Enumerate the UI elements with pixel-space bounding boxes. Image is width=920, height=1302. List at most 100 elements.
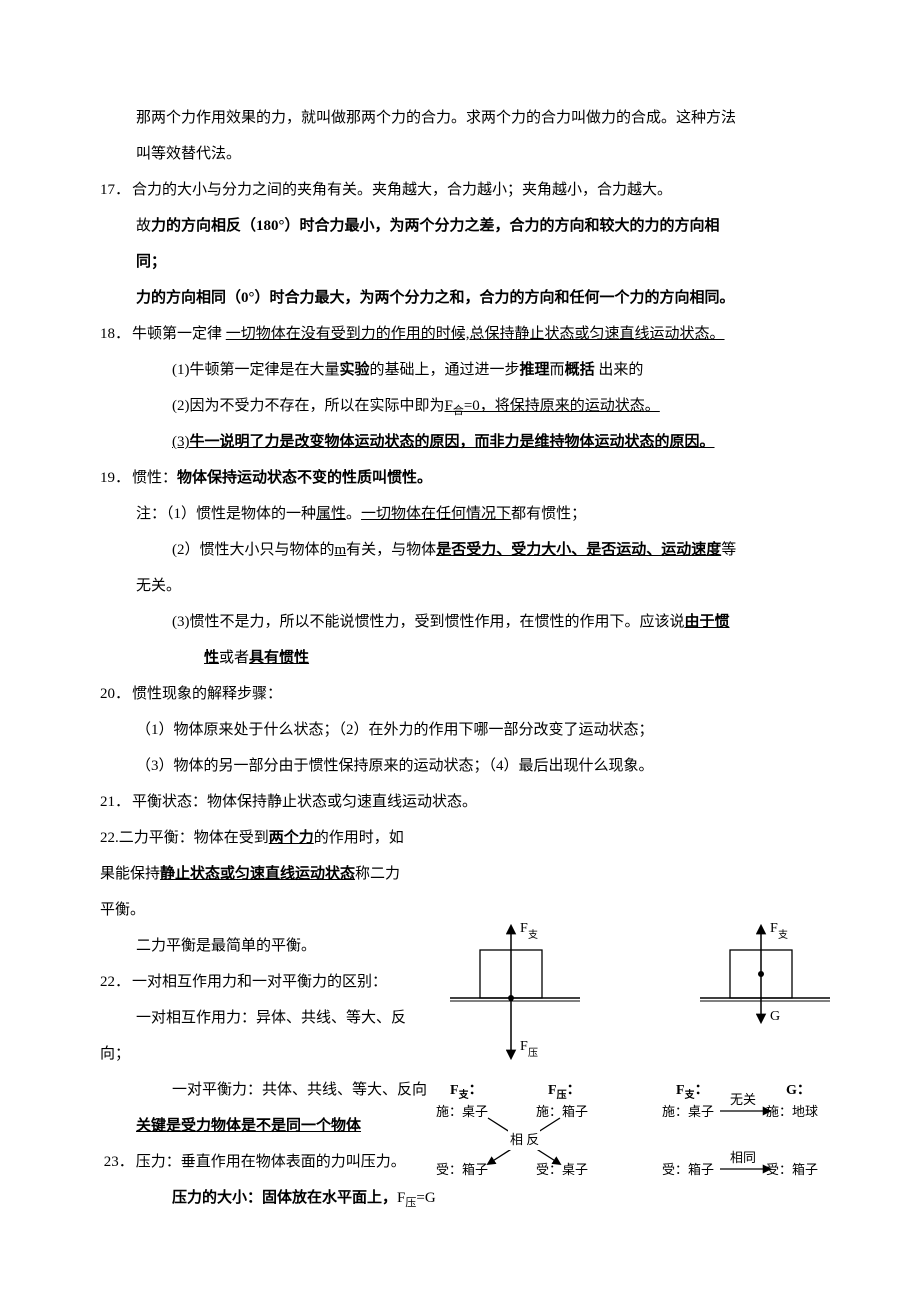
bold-underline-text: 具有惯性 xyxy=(249,650,309,666)
item-21: 21．平衡状态：物体保持静止状态或匀速直线运动状态。 xyxy=(100,784,830,820)
text: 的作用时，如 xyxy=(314,830,404,846)
text: 出来的 xyxy=(595,362,644,378)
left-relation: F支： F压： 施：桌子 施：箱子 受：箱子 受：桌子 相 反 xyxy=(436,1083,588,1177)
bold-text: 推理 xyxy=(520,362,550,378)
text: 压力：垂直作用在物体表面的力叫压力。 xyxy=(136,1154,406,1170)
svg-text:施：箱子: 施：箱子 xyxy=(536,1104,588,1119)
underline-text: 一切物体在任何情况下 xyxy=(361,506,511,522)
text: (1)牛顿第一定律是在大量 xyxy=(172,362,340,378)
text: 的基础上，通过进一步 xyxy=(370,362,520,378)
text: 22.二力平衡：物体在受到 xyxy=(100,830,269,846)
text-line: (3)惯性不是力，所以不能说惯性力，受到惯性作用，在惯性的作用下。应该说由于惯 xyxy=(100,604,830,640)
text: 合力的大小与分力之间的夹角有关。夹角越大，合力越小；夹角越小，合力越大。 xyxy=(132,182,672,198)
text-line: 那两个力作用效果的力，就叫做那两个力的合力。求两个力的合力叫做力的合成。这种方法 xyxy=(100,100,830,136)
svg-text:无关: 无关 xyxy=(730,1092,756,1107)
underline-text: F合=0，将保持原来的运动状态。 xyxy=(445,398,660,414)
svg-text:F: F xyxy=(520,1039,528,1054)
list-number: 19． xyxy=(100,460,132,496)
svg-text:G：: G： xyxy=(786,1083,811,1098)
text-line: 故力的方向相反（180°）时合力最小，为两个分力之差，合力的方向和较大的力的方向… xyxy=(100,208,830,244)
svg-text:受：箱子: 受：箱子 xyxy=(436,1162,488,1177)
svg-text:施：桌子: 施：桌子 xyxy=(436,1104,488,1119)
list-number: 17． xyxy=(100,172,132,208)
item-19: 19．惯性：物体保持运动状态不变的性质叫惯性。 xyxy=(100,460,830,496)
svg-text:F支：: F支： xyxy=(676,1083,709,1101)
list-number: 21． xyxy=(100,784,132,820)
text: 。 xyxy=(346,506,361,522)
svg-text:压: 压 xyxy=(528,1047,538,1059)
bold-text: 实验 xyxy=(340,362,370,378)
text: 等 xyxy=(721,542,736,558)
underline-text: 一切物体在没有受到力的作用的时候,总保持静止状态或匀速直线运动状态。 xyxy=(226,326,725,342)
document-page: 那两个力作用效果的力，就叫做那两个力的合力。求两个力的合力叫做力的合成。这种方法… xyxy=(0,0,920,1302)
underline-text: 属性 xyxy=(316,506,346,522)
text: 惯性： xyxy=(132,470,177,486)
bold-underline-text: 关键是受力物体是不是同一个物体 xyxy=(100,1108,476,1144)
text: 一对相互作用力和一对平衡力的区别： xyxy=(132,974,387,990)
item-17: 17．合力的大小与分力之间的夹角有关。夹角越大，合力越小；夹角越小，合力越大。 xyxy=(100,172,830,208)
underline-text: m xyxy=(335,542,347,558)
svg-text:G: G xyxy=(770,1009,780,1024)
bold-underline-text: 两个力 xyxy=(269,830,314,846)
svg-text:受：箱子: 受：箱子 xyxy=(662,1162,714,1177)
item-18: 18．牛顿第一定律 一切物体在没有受到力的作用的时候,总保持静止状态或匀速直线运… xyxy=(100,316,830,352)
bold-underline-text: 是否受力、受力大小、是否运动、运动速度 xyxy=(436,542,721,558)
list-number: 18． xyxy=(100,316,132,352)
bold-text: 压力的大小：固体放在水平面上， xyxy=(172,1190,397,1206)
text: 或者 xyxy=(219,650,249,666)
text: (3)惯性不是力，所以不能说惯性力，受到惯性作用，在惯性的作用下。应该说 xyxy=(172,614,685,630)
list-number: 20． xyxy=(100,676,132,712)
bold-text: 同； xyxy=(100,244,830,280)
text-line: 注：（1）惯性是物体的一种属性。一切物体在任何情况下都有惯性； xyxy=(100,496,830,532)
text: 牛顿第一定律 xyxy=(132,326,226,342)
left-fbd: F 支 F 压 xyxy=(450,921,580,1059)
text: 果能保持 xyxy=(100,866,160,882)
svg-text:受：桌子: 受：桌子 xyxy=(536,1162,588,1177)
text-line: 一对相互作用力：异体、共线、等大、反 xyxy=(100,1000,476,1036)
text-line: （1）物体原来处于什么状态；（2）在外力的作用下哪一部分改变了运动状态； xyxy=(100,712,830,748)
svg-text:F支：: F支： xyxy=(450,1083,483,1101)
text: 注：（1）惯性是物体的一种 xyxy=(136,506,316,522)
bold-text: 物体保持运动状态不变的性质叫惯性。 xyxy=(177,470,432,486)
item-22a: 22.二力平衡：物体在受到两个力的作用时，如 xyxy=(100,820,440,856)
text-line: (2)因为不受力不存在，所以在实际中即为F合=0，将保持原来的运动状态。 xyxy=(100,388,830,424)
text: 都有惯性； xyxy=(511,506,586,522)
right-relation: F支： G： 施：桌子 施：地球 受：箱子 受：箱子 无关 相同 xyxy=(662,1083,818,1177)
right-fbd: F 支 G xyxy=(700,921,830,1024)
svg-text:F: F xyxy=(520,921,528,936)
svg-text:受：箱子: 受：箱子 xyxy=(766,1162,818,1177)
text-line: （3）物体的另一部分由于惯性保持原来的运动状态；（4）最后出现什么现象。 xyxy=(100,748,830,784)
force-diagram: F 支 F 压 F 支 G F支： F压 xyxy=(430,916,850,1236)
bold-text: 力的方向相同（0°）时合力最大，为两个分力之和，合力的方向和任何一个力的方向相同… xyxy=(100,280,830,316)
text: (2）惯性大小只与物体的 xyxy=(172,542,335,558)
text: 故 xyxy=(136,218,151,234)
text-line: 向； xyxy=(100,1036,440,1072)
item-20: 20．惯性现象的解释步骤： xyxy=(100,676,830,712)
list-number: 23． xyxy=(104,1144,136,1180)
underline-text: (3)牛一说明了力是改变物体运动状态的原因，而非力是维持物体运动状态的原因。 xyxy=(172,434,715,450)
text-line: (3)牛一说明了力是改变物体运动状态的原因，而非力是维持物体运动状态的原因。 xyxy=(100,424,830,460)
text-line: 平衡。 xyxy=(100,892,440,928)
bold-underline-text: 性 xyxy=(204,650,219,666)
bold-underline-text: 静止状态或匀速直线运动状态 xyxy=(160,866,355,882)
svg-text:施：桌子: 施：桌子 xyxy=(662,1104,714,1119)
subscript: 压 xyxy=(405,1197,416,1209)
list-number: 22． xyxy=(100,964,132,1000)
bold-text: 力的方向相反（180°）时合力最小，为两个分力之差，合力的方向和较大的力的方向相 xyxy=(151,218,720,234)
text: 惯性现象的解释步骤： xyxy=(132,686,282,702)
text-line: 二力平衡是最简单的平衡。 xyxy=(100,928,476,964)
svg-text:相 反: 相 反 xyxy=(510,1132,539,1147)
svg-text:支: 支 xyxy=(778,929,788,941)
text: (2)因为不受力不存在，所以在实际中即为 xyxy=(172,398,445,414)
text: 称二力 xyxy=(355,866,400,882)
text-line: 果能保持静止状态或匀速直线运动状态称二力 xyxy=(100,856,440,892)
diagram-svg: F 支 F 压 F 支 G F支： F压 xyxy=(430,916,850,1236)
svg-text:F: F xyxy=(770,921,778,936)
svg-text:相同: 相同 xyxy=(730,1150,756,1165)
text: 而 xyxy=(550,362,565,378)
svg-text:F压：: F压： xyxy=(548,1083,581,1101)
text-line: 叫等效替代法。 xyxy=(100,136,830,172)
text-line: 无关。 xyxy=(100,568,830,604)
text-line: (2）惯性大小只与物体的m有关，与物体是否受力、受力大小、是否运动、运动速度等 xyxy=(100,532,830,568)
item-22b: 22．一对相互作用力和一对平衡力的区别： xyxy=(100,964,440,1000)
